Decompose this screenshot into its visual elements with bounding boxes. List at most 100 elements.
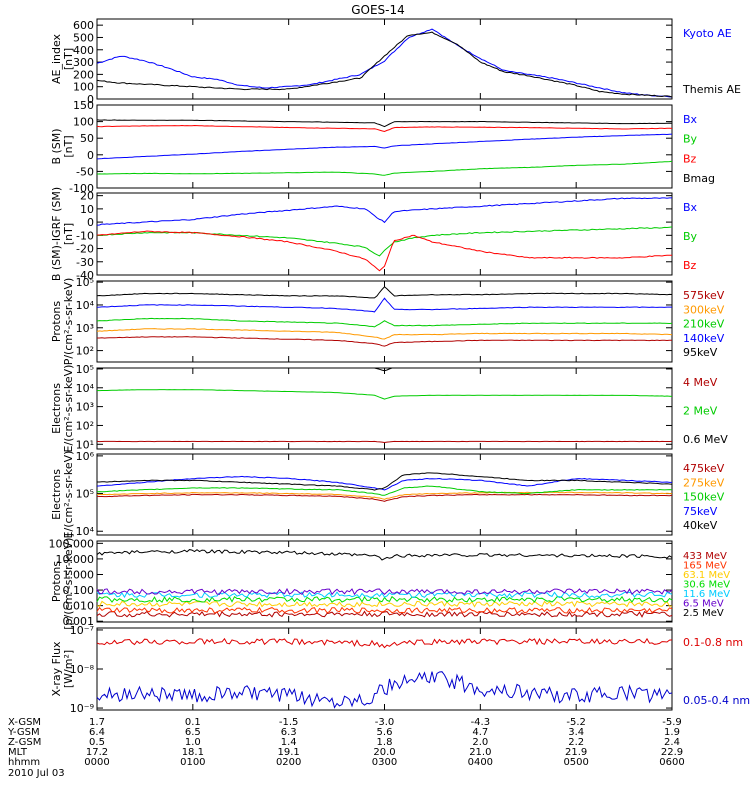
- x-row-value: -4.3: [471, 717, 491, 728]
- x-row-value: 18.1: [182, 747, 204, 758]
- series-line: [97, 230, 672, 272]
- y-tick-label: 10⁻⁸: [70, 663, 95, 676]
- y-tick-label: 10³: [76, 401, 94, 414]
- legend-label: 210keV: [683, 318, 725, 331]
- y-axis-label: X-ray Flux[W/m²]: [50, 641, 75, 697]
- series-line: [96, 606, 673, 615]
- y-axis-label-line: [W/m²]: [62, 650, 75, 688]
- panel-frame: [96, 192, 673, 276]
- legend-label: 30.6 MeV: [683, 580, 730, 591]
- series-line: [96, 197, 672, 226]
- y-tick-label: 0: [87, 149, 94, 162]
- y-axis-label-line: E/(cm²-s-sr-keV): [62, 365, 75, 453]
- legend-label: Themis AE: [682, 83, 741, 96]
- x-row-value: 21.9: [565, 747, 587, 758]
- legend-label: 40keV: [683, 519, 718, 532]
- y-tick-label: -50: [76, 165, 94, 178]
- y-tick-label: 0: [87, 93, 94, 106]
- y-tick-label: 100: [73, 81, 94, 94]
- y-tick-label: -40: [76, 269, 94, 282]
- y-tick-label: 600: [73, 19, 94, 32]
- y-tick-label: 1.000: [63, 568, 95, 581]
- y-axis-label-line: [nT]: [62, 48, 75, 70]
- x-row-value: -5.2: [566, 717, 586, 728]
- y-axis-label: Protons[p/(cm²-s-sr-keV)]: [50, 533, 75, 630]
- x-row-value: 3.4: [568, 727, 584, 738]
- x-row-value: 0200: [276, 757, 301, 768]
- series-line: [97, 472, 673, 491]
- y-tick-label: 100: [73, 116, 94, 129]
- series-line: [96, 226, 673, 257]
- y-tick-label: 150: [73, 99, 94, 112]
- legend-label: Bx: [683, 201, 698, 214]
- legend-label: 0.05-0.4 nm: [683, 694, 750, 707]
- y-tick-label: 10¹: [76, 438, 94, 451]
- x-row-value: 2.4: [664, 737, 680, 748]
- y-tick-label: 10⁴: [76, 299, 95, 312]
- x-row-value: 17.2: [86, 747, 108, 758]
- y-tick-label: 10: [80, 203, 94, 216]
- series-line: [97, 491, 673, 500]
- legend-label: 165 MeV: [683, 561, 727, 572]
- legend-label: By: [683, 133, 698, 146]
- x-row-value: 6.4: [89, 727, 105, 738]
- x-row-value: 0500: [563, 757, 588, 768]
- series-line: [96, 591, 673, 599]
- legend-label: 140keV: [683, 332, 725, 345]
- legend-label: 150keV: [683, 491, 725, 504]
- x-row-value: 1.7: [89, 717, 105, 728]
- series-line: [96, 160, 673, 176]
- legend-label: 2 MeV: [683, 405, 718, 418]
- y-tick-label: 10⁻⁹: [70, 702, 94, 715]
- series-line: [96, 124, 673, 133]
- series-line: [96, 119, 673, 128]
- x-row-value: 0600: [659, 757, 684, 768]
- y-axis-label-line: P/(cm²-s-sr-keV): [62, 278, 75, 366]
- x-row-value: 0.1: [185, 717, 201, 728]
- y-tick-label: 10⁴: [76, 525, 95, 538]
- series-line: [96, 297, 672, 313]
- x-row-value: 0300: [372, 757, 397, 768]
- y-axis-label: ElectronsE/(cm²-s-sr-keV): [50, 451, 75, 539]
- y-tick-label: 10⁵: [76, 276, 94, 289]
- x-row-label: MLT: [8, 747, 28, 758]
- y-tick-label: 10⁴: [76, 382, 95, 395]
- y-tick-label: 10²: [76, 419, 94, 432]
- legend-label: Bmag: [683, 172, 715, 185]
- x-row-value: 2.0: [472, 737, 488, 748]
- x-row-value: -3.0: [375, 717, 395, 728]
- x-row-value: 6.5: [185, 727, 201, 738]
- x-row-value: 19.1: [278, 747, 300, 758]
- x-row-label: hhmm: [8, 757, 40, 768]
- y-tick-label: 500: [73, 31, 94, 44]
- x-row-value: 1.9: [664, 727, 680, 738]
- x-row-label: Y-GSM: [7, 727, 40, 738]
- legend-label: 433 MeV: [683, 551, 727, 562]
- legend-label: Bz: [683, 152, 697, 165]
- x-row-value: 2.2: [568, 737, 584, 748]
- panel-5: 10⁵10⁴10³10²10¹ElectronsE/(cm²-s-sr-keV)…: [50, 363, 728, 452]
- y-axis-label-line: [nT]: [62, 135, 75, 157]
- legend-label: 4 MeV: [683, 376, 718, 389]
- y-tick-label: 10⁶: [76, 450, 95, 463]
- y-tick-label: 10⁵: [76, 488, 94, 501]
- y-axis-label: AE_index[nT]: [50, 33, 75, 84]
- y-tick-label: -100: [69, 182, 94, 195]
- y-tick-label: 0.100: [63, 584, 95, 597]
- series-line: [97, 336, 672, 347]
- y-tick-label: 10⁵: [76, 363, 94, 376]
- series-line: [96, 549, 673, 561]
- legend-label: By: [683, 230, 698, 243]
- series-line: [96, 493, 673, 502]
- panel-frame: [96, 367, 673, 450]
- y-tick-label: 200: [73, 68, 94, 81]
- panel-8: 10⁻⁷ 10⁻⁸ 10⁻⁹ X-ray Flux[W/m²] 0.1-0.8 nm 0.…: [50, 624, 750, 715]
- x-row-label: Z-GSM: [8, 737, 41, 748]
- x-row-value: 4.7: [472, 727, 488, 738]
- y-tick-label: 300: [73, 56, 94, 69]
- legend-label: 11.6 MeV: [683, 589, 730, 600]
